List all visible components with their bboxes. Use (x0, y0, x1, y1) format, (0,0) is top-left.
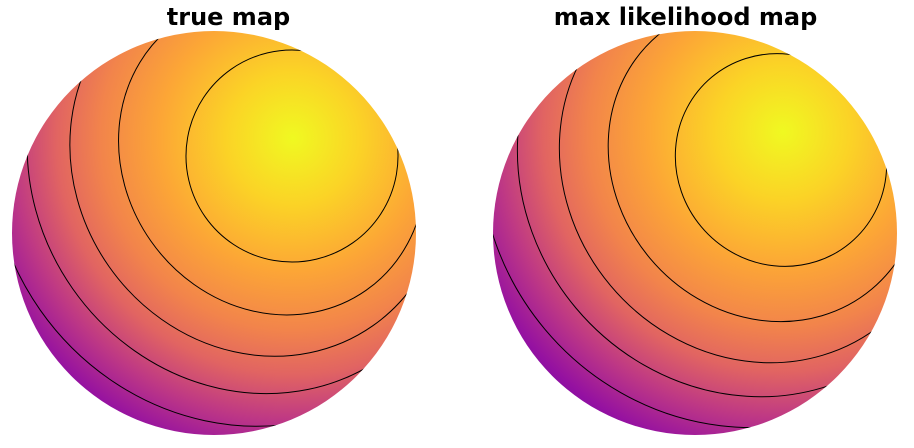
true-map-panel: true map (0, 0, 457, 448)
max-likelihood-map-sphere (457, 0, 914, 448)
true-map-sphere (0, 0, 457, 448)
max-likelihood-map-panel: max likelihood map (457, 0, 914, 448)
sphere-surface (493, 31, 897, 435)
sphere-surface (12, 31, 416, 435)
